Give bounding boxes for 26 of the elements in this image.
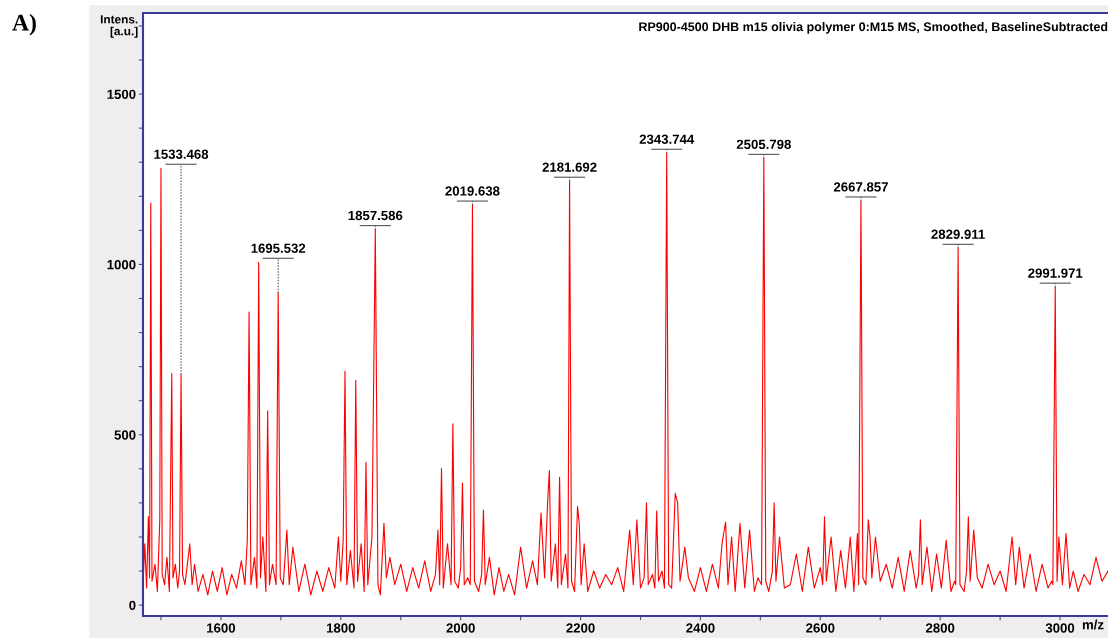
y-tick-label: 1000: [107, 259, 136, 270]
annotation: 2829.911: [931, 229, 985, 239]
annotation: 1533.468: [154, 149, 209, 159]
y-axis-title: Intens. [a.u.]: [100, 15, 138, 38]
annotation: 2019.638: [445, 186, 500, 196]
y-tick-label: 1500: [107, 89, 136, 99]
x-tick-label: 2000: [446, 623, 475, 633]
annotation: 2505.798: [736, 139, 791, 149]
x-tick-label: 2800: [925, 623, 955, 633]
annotation: 2991.971: [1028, 268, 1083, 278]
x-axis-title: m/z: [1082, 619, 1104, 630]
y-tick-label: 500: [114, 430, 136, 440]
text: A): [12, 14, 36, 36]
x-tick-label: 1600: [207, 623, 236, 633]
annotation: 2667.857: [833, 182, 888, 192]
x-tick-label: 3000: [1045, 623, 1075, 633]
annotation: 2181.692: [542, 162, 597, 172]
annotation: 1857.586: [348, 210, 403, 221]
x-tick-label: 2200: [566, 623, 595, 633]
x-tick-label: 2600: [806, 623, 835, 633]
annotation: 2343.744: [639, 134, 695, 144]
x-tick-label: 1800: [326, 623, 355, 633]
annotation: 1695.532: [251, 243, 306, 253]
text: RP900-4500 DHB m15 olivia polymer 0:M15 MS, Smoothed, BaselineSubtracted: [639, 22, 1108, 34]
y-tick-label: 0: [129, 600, 136, 611]
x-tick-label: 2400: [686, 623, 715, 633]
